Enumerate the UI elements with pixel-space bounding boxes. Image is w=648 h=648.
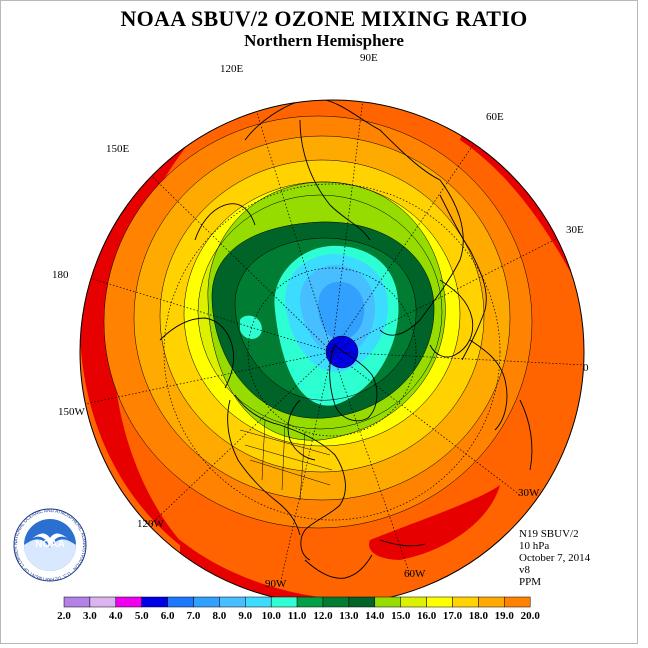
colorbar-box (426, 596, 453, 608)
colorbar-box (141, 596, 168, 608)
colorbar-box (348, 596, 376, 608)
lon-label-150w: 150W (58, 406, 86, 418)
colorbar-box (245, 596, 272, 608)
lon-label-90e: 90E (360, 52, 378, 64)
lon-label-90w: 90W (265, 578, 287, 590)
colorbar-labels: 2.0 3.0 4.0 5.0 6.0 7.0 8.0 9.0 10.0 11.0 12.0 13.0… (57, 610, 540, 622)
lon-label-120e: 120E (220, 63, 244, 75)
colorbar-box (193, 596, 220, 608)
colorbar-tick-label: 12.0 (313, 610, 333, 622)
colorbar-tick-label: 2.0 (57, 610, 71, 622)
lon-label-30w: 30W (518, 487, 540, 499)
colorbar-box (504, 596, 531, 608)
info-date: October 7, 2014 (519, 552, 591, 564)
colorbar-tick-label: 11.0 (288, 610, 307, 622)
colorbar-box (478, 596, 505, 608)
info-satellite: N19 SBUV/2 (519, 528, 579, 540)
colorbar-box (115, 596, 142, 608)
lon-label-120w: 120W (137, 518, 165, 530)
colorbar-box (167, 596, 194, 608)
colorbar-tick-label: 10.0 (262, 610, 282, 622)
colorbar-box (374, 596, 401, 608)
lon-label-0: 0 (583, 362, 589, 374)
colorbar-tick-label: 6.0 (161, 610, 175, 622)
colorbar-tick-label: 3.0 (83, 610, 97, 622)
colorbar-tick-label: 18.0 (469, 610, 489, 622)
colorbar-box (63, 596, 91, 608)
colorbar-box (400, 596, 427, 608)
colorbar-tick-label: 8.0 (213, 610, 227, 622)
page-title: NOAA SBUV/2 OZONE MIXING RATIO (120, 6, 528, 31)
colorbar-tick-label: 7.0 (187, 610, 201, 622)
noaa-logo-text: NOAA (35, 539, 64, 550)
colorbar-box (322, 596, 350, 608)
colorbar-tick-label: 16.0 (417, 610, 437, 622)
colorbar-tick-label: 17.0 (443, 610, 463, 622)
colorbar-tick-label: 20.0 (521, 610, 541, 622)
colorbar-tick-label: 19.0 (495, 610, 515, 622)
colorbar-tick-label: 9.0 (238, 610, 252, 622)
colorbar-box (219, 596, 246, 608)
info-units: PPM (519, 576, 542, 588)
lon-label-150e: 150E (106, 143, 130, 155)
page-subtitle: Northern Hemisphere (244, 31, 404, 50)
lon-label-180: 180 (52, 269, 69, 281)
colorbar-tick-label: 14.0 (365, 610, 385, 622)
colorbar-tick-label: 15.0 (391, 610, 411, 622)
lon-label-30e: 30E (566, 224, 584, 236)
lon-label-60w: 60W (404, 568, 426, 580)
info-version: v8 (519, 564, 530, 576)
colorbar-tick-label: 4.0 (109, 610, 123, 622)
image-frame (0, 0, 638, 644)
lon-label-60e: 60E (486, 111, 504, 123)
colorbar-boxes (63, 596, 531, 608)
coastlines (159, 100, 533, 579)
info-block: N19 SBUV/2 10 hPa October 7, 2014 v8 PPM (519, 528, 590, 588)
colorbar-tick-label: 13.0 (339, 610, 359, 622)
us-state-lines (239, 419, 333, 501)
colorbar-box (270, 596, 298, 608)
colorbar-tick-label: 5.0 (135, 610, 149, 622)
colorbar-box (296, 596, 324, 608)
colorbar-box (89, 596, 117, 608)
colorbar-box (452, 596, 479, 608)
graticule (80, 100, 584, 586)
info-level: 10 hPa (519, 540, 550, 552)
